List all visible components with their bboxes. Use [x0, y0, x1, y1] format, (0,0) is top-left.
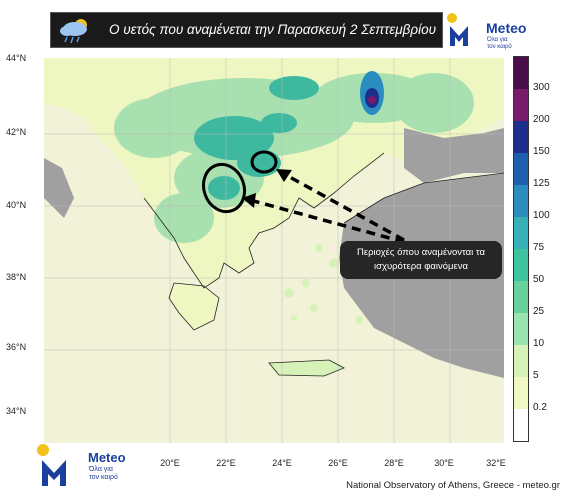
lat-label-38: 38°N	[6, 272, 27, 282]
lat-label-40: 40°N	[6, 200, 27, 210]
rain-cloud-icon	[60, 19, 87, 44]
lat-label-44: 44°N	[6, 53, 27, 63]
meteo-logo-word-bottom: Meteo	[88, 450, 126, 465]
meteo-logo-top: Meteo Όλα για τον καιρό	[446, 12, 526, 52]
callout-box: Περιοχές όπου αναμένονται τα ισχυρότερα …	[340, 241, 502, 279]
colorbar-segment	[514, 153, 528, 185]
lon-label-30: 30°E	[434, 458, 454, 468]
lon-label-28: 28°E	[384, 458, 404, 468]
colorbar-label: 25	[533, 306, 545, 317]
colorbar-label: 5	[533, 370, 539, 381]
colorbar-label: 10	[533, 338, 545, 349]
lat-label-36: 36°N	[6, 342, 27, 352]
callout-line-2: ισχυρότερα φαινόμενα	[374, 261, 468, 272]
precipitation-map	[44, 58, 504, 443]
rain-intense	[360, 71, 384, 115]
colorbar	[513, 56, 529, 442]
land-italy	[44, 158, 74, 218]
lon-label-22: 22°E	[216, 458, 236, 468]
colorbar-label: 100	[533, 210, 550, 221]
lon-label-32: 32°E	[486, 458, 506, 468]
lon-label-20: 20°E	[160, 458, 180, 468]
meteo-logo-tagline-bottom-1: Όλα για	[89, 466, 113, 473]
title-bar: Ο υετός που αναμένεται την Παρασκευή 2 Σ…	[50, 12, 443, 48]
land-peloponnese	[169, 283, 219, 330]
colorbar-label: 50	[533, 274, 545, 285]
meteo-logo-tagline-1: Όλα για	[487, 37, 508, 43]
coastlines	[143, 152, 504, 377]
highlight-ellipse-2	[250, 150, 278, 174]
land-dry-northeast	[404, 128, 504, 183]
colorbar-label: 0.2	[533, 402, 547, 413]
land-crete	[269, 360, 344, 376]
colorbar-segment	[514, 409, 528, 441]
lon-label-24: 24°E	[272, 458, 292, 468]
meteo-logo-mark-bottom	[37, 444, 66, 486]
page-title: Ο υετός που αναμένεται την Παρασκευή 2 Σ…	[109, 22, 438, 37]
colorbar-label: 75	[533, 242, 545, 253]
colorbar-segment	[514, 89, 528, 121]
meteo-logo-tagline-bottom-2: τον καιρό	[89, 474, 118, 481]
rain-heavy	[194, 76, 319, 200]
colorbar-segment	[514, 281, 528, 313]
callout-line-1: Περιοχές όπου αναμένονται τα	[357, 247, 485, 258]
lat-label-42: 42°N	[6, 127, 27, 137]
highlight-ellipse-1	[201, 162, 247, 214]
callout-arrows	[249, 173, 405, 244]
meteo-logo-word: Meteo	[486, 20, 527, 36]
colorbar-label: 150	[533, 146, 550, 157]
colorbar-segment	[514, 217, 528, 249]
colorbar-segment	[514, 249, 528, 281]
colorbar-label: 125	[533, 178, 550, 189]
meteo-logo-tagline-2: τον καιρό	[487, 44, 512, 50]
meteo-logo-bottom: Meteo Όλα για τον καιρό	[36, 442, 136, 492]
colorbar-segment	[514, 185, 528, 217]
colorbar-segment	[514, 345, 528, 377]
colorbar-segment	[514, 57, 528, 89]
lon-label-26: 26°E	[328, 458, 348, 468]
colorbar-segment	[514, 121, 528, 153]
colorbar-label: 200	[533, 114, 550, 125]
footer-credit: National Observatory of Athens, Greece -…	[346, 480, 560, 491]
arrowhead-1	[276, 169, 292, 182]
lat-label-34: 34°N	[6, 406, 27, 416]
arrowhead-2	[242, 193, 256, 208]
meteo-logo-mark	[447, 13, 468, 46]
colorbar-segment	[514, 377, 528, 409]
colorbar-segment	[514, 313, 528, 345]
colorbar-label: 300	[533, 82, 550, 93]
